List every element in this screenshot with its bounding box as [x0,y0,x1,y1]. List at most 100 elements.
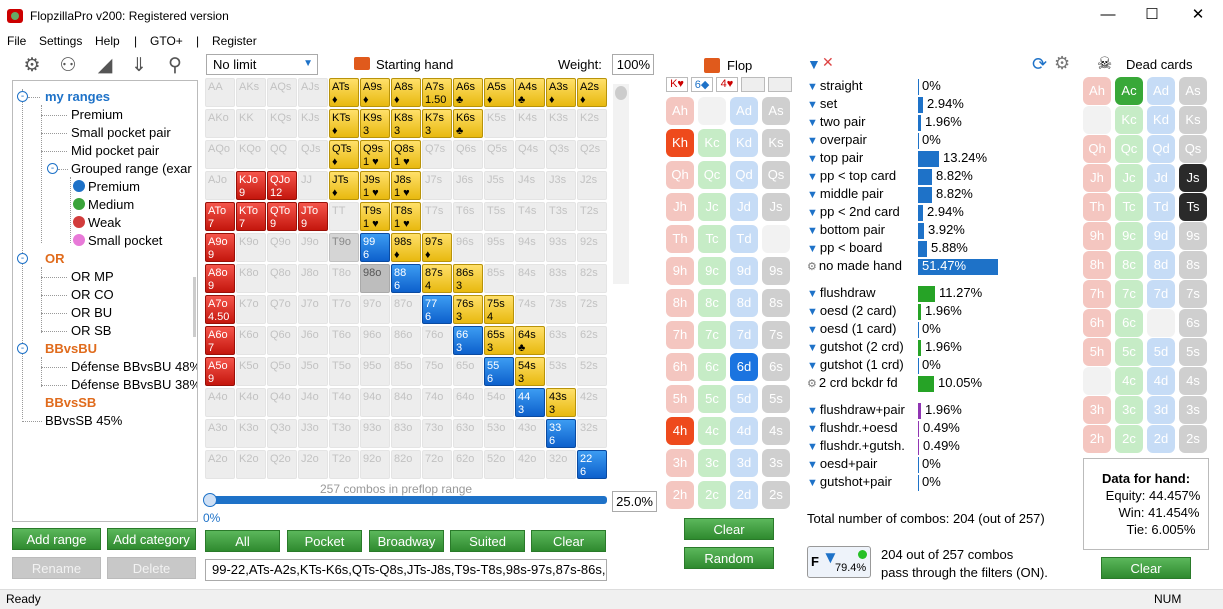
hand-cell[interactable]: T6o [329,326,359,355]
hand-cell[interactable]: 72o [422,450,452,479]
dead-card-button[interactable]: Kh [1083,106,1111,134]
hand-cell[interactable]: 54s 3 [515,357,545,386]
flop-card-button[interactable]: 7d [730,321,758,349]
hand-cell[interactable]: 53s [546,357,576,386]
stat-row[interactable]: ▼ two pair [807,114,865,129]
flop-clear-button[interactable]: Clear [684,518,774,540]
hand-cell[interactable]: 43o [515,419,545,448]
gear-icon[interactable]: ⚙ [23,55,41,76]
dead-card-button[interactable]: 2h [1083,425,1111,453]
tree-node-bbvssb45[interactable]: BBvsSB 45% [45,413,123,428]
slider-value[interactable]: 25.0% [612,491,657,512]
dead-card-button[interactable]: 8d [1147,251,1175,279]
filter-icon[interactable]: ▼ [807,56,821,72]
hand-cell[interactable]: 85o [391,357,421,386]
hand-cell[interactable]: 95s [484,233,514,262]
tree-node-or-bu[interactable]: OR BU [71,305,113,320]
hand-cell[interactable]: K2o [236,450,266,479]
hand-cell[interactable]: J5s [484,171,514,200]
stat-row[interactable]: ▼ gutshot (1 crd) [807,357,904,372]
flop-card-button[interactable]: 7h [666,321,694,349]
hand-cell[interactable]: 88 6 [391,264,421,293]
hand-cell[interactable]: 93o [360,419,390,448]
dead-card-button[interactable]: 6s [1179,309,1207,337]
add-range-button[interactable]: Add range [12,528,101,550]
hand-cell[interactable]: Q3s [546,140,576,169]
dead-card-button[interactable]: Tc [1115,193,1143,221]
flop-card-button[interactable]: 4c [698,417,726,445]
flop-card-button[interactable]: 9h [666,257,694,285]
hand-cell[interactable]: 66 3 [453,326,483,355]
gear-icon[interactable]: ⚙ [1054,53,1071,73]
hand-cell[interactable]: QQ [267,140,297,169]
hand-cell[interactable]: 75s 4 [484,295,514,324]
hand-cell[interactable]: 62s [577,326,607,355]
tree-node-defense-bu48[interactable]: Défense BBvsBU 48% [71,359,198,374]
hand-cell[interactable]: J3s [546,171,576,200]
stat-row[interactable]: ▼ middle pair [807,186,883,201]
filter-icon[interactable]: ▼ [807,99,818,111]
hand-cell[interactable]: 95o [360,357,390,386]
hand-cell[interactable]: J9s 1 ♥ [360,171,390,200]
hand-cell[interactable]: T8o [329,264,359,293]
hand-cell[interactable]: 82o [391,450,421,479]
flop-card-button[interactable]: 8d [730,289,758,317]
dead-card-button[interactable]: 4s [1179,367,1207,395]
hand-cell[interactable]: 53o [484,419,514,448]
hand-cell[interactable]: Q2s [577,140,607,169]
hand-cell[interactable]: J2s [577,171,607,200]
dead-card-button[interactable]: Qc [1115,135,1143,163]
delete-button[interactable]: Delete [107,557,196,579]
flop-card-button[interactable]: As [762,97,790,125]
hand-cell[interactable]: A6s ♣ [453,78,483,107]
stat-row[interactable]: ▼ pp < board [807,240,882,255]
dead-card-button[interactable]: 3d [1147,396,1175,424]
flop-card-button[interactable]: 2c [698,481,726,509]
dead-card-button[interactable]: 2s [1179,425,1207,453]
hand-cell[interactable]: K3o [236,419,266,448]
hand-cell[interactable]: KQs [267,109,297,138]
stat-row[interactable]: ▼ flushdraw [807,285,876,300]
stat-row[interactable]: ▼ oesd (1 card) [807,321,896,336]
river-slot[interactable] [768,77,792,92]
dead-card-button[interactable]: Ah [1083,77,1111,105]
filter-icon[interactable]: ▼ [807,81,818,93]
hand-cell[interactable]: J9o [298,233,328,262]
hand-cell[interactable]: ATo 7 [205,202,235,231]
hand-cell[interactable]: Q4o [267,388,297,417]
hand-cell[interactable]: K5o [236,357,266,386]
hand-cell[interactable]: T3o [329,419,359,448]
flop-card-button[interactable]: 5h [666,385,694,413]
hand-cell[interactable]: K7s 3 [422,109,452,138]
filter-icon[interactable]: ▼ [807,405,818,417]
dead-card-button[interactable]: 8c [1115,251,1143,279]
filter-toggle-button[interactable]: F ▼ 79.4% [807,546,871,578]
hand-cell[interactable]: K8o [236,264,266,293]
dead-card-button[interactable]: 4d [1147,367,1175,395]
dead-card-button[interactable]: 2d [1147,425,1175,453]
hand-cell[interactable]: K6o [236,326,266,355]
hand-cell[interactable]: A9o 9 [205,233,235,262]
filter-icon[interactable]: ▼ [807,117,818,129]
flop-card-button[interactable]: Ah [666,97,694,125]
flop-card-button[interactable]: Qd [730,161,758,189]
hand-cell[interactable]: A6o 7 [205,326,235,355]
hand-cell[interactable]: AKs [236,78,266,107]
stat-row[interactable]: ▼ flushdraw+pair [807,402,905,417]
hand-cell[interactable]: 54o [484,388,514,417]
flop-card-button[interactable]: 6s [762,353,790,381]
tree-node-mid-pocket-pair[interactable]: Mid pocket pair [71,143,160,158]
dead-card-button[interactable]: 3s [1179,396,1207,424]
flop-card-button[interactable]: 4h [666,417,694,445]
tree-node-bbvssb[interactable]: BBvsSB [45,395,97,410]
hand-cell[interactable]: QTs ♦ [329,140,359,169]
flop-card-button[interactable]: Th [666,225,694,253]
hand-cell[interactable]: 64s ♣ [515,326,545,355]
flop-card-button[interactable]: Ad [730,97,758,125]
users-icon[interactable]: ⚇ [59,55,77,76]
filter-icon[interactable]: ▼ [807,243,818,255]
gear-icon[interactable]: ⚙ [807,378,817,390]
tree-node-grouped-range[interactable]: Grouped range (exar [71,161,192,176]
hand-cell[interactable]: 85s [484,264,514,293]
tree-node-small-pocket-pair[interactable]: Small pocket pair [71,125,171,140]
